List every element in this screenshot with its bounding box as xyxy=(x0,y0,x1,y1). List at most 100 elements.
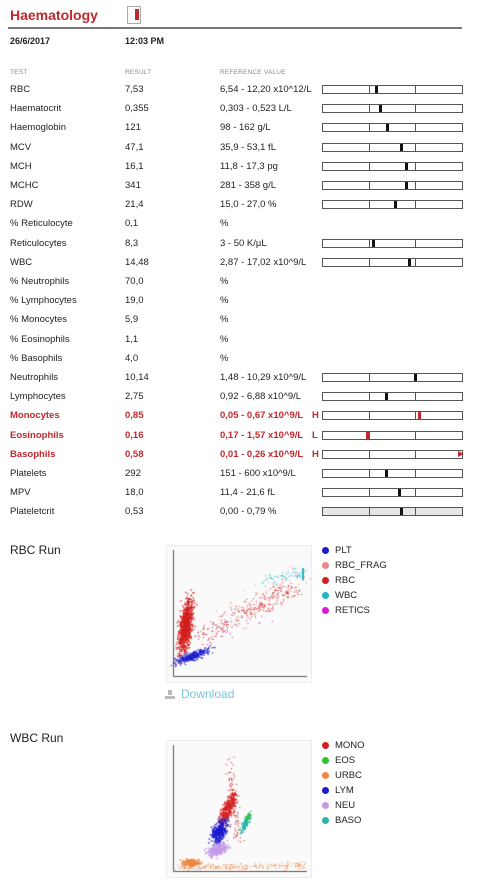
range-bar xyxy=(322,488,463,498)
range-bar-divider xyxy=(414,239,416,247)
report-date: 26/6/2017 xyxy=(10,36,51,46)
table-row: % Neutrophils 70,0% xyxy=(0,272,477,291)
wbc-run-scatterplot xyxy=(166,740,312,878)
test-name: % Eosinophils xyxy=(10,333,70,345)
range-bar-marker xyxy=(378,105,382,113)
table-row: % Lymphocytes 19,0% xyxy=(0,291,477,310)
range-bar-marker xyxy=(366,431,370,439)
legend-item: PLT xyxy=(322,545,387,560)
test-result: 70,0 xyxy=(125,276,144,287)
test-name: Neutrophils xyxy=(10,372,59,383)
legend-item: RBC_FRAG xyxy=(322,560,387,575)
range-bar-marker xyxy=(384,470,388,477)
range-bar-divider xyxy=(368,105,370,113)
test-result: 0,53 xyxy=(125,506,144,518)
flag-indicator: H xyxy=(312,448,319,460)
reference-value: 3 - 50 K/µL xyxy=(220,237,267,249)
range-bar-divider xyxy=(414,86,416,93)
legend-item: RBC xyxy=(322,575,387,590)
reference-value: 0,92 - 6,88 x10^9/L xyxy=(220,391,302,403)
range-bar xyxy=(322,449,464,459)
range-bar-marker xyxy=(374,86,378,93)
test-result: 1,1 xyxy=(125,333,139,345)
table-row: Basophils 0,58 0,01 - 0,26 x10^9/L H xyxy=(0,445,477,464)
range-bar-divider xyxy=(368,258,370,266)
range-bar-divider xyxy=(414,393,416,401)
flag-indicator: H xyxy=(312,410,319,422)
range-bar xyxy=(322,104,463,114)
test-name: % Neutrophils xyxy=(10,276,70,287)
rbc-run-legend: PLT RBC_FRAG RBC WBC RETICS xyxy=(322,545,387,620)
reference-value: 11,8 - 17,3 pg xyxy=(220,160,278,172)
test-result: 0,16 xyxy=(125,429,144,441)
table-row: Neutrophils 10,14 1,48 - 10,29 x10^9/L xyxy=(0,368,477,387)
test-result: 21,4 xyxy=(125,199,144,211)
range-bar-divider xyxy=(414,105,416,113)
reference-value: 11,4 - 21,6 fL xyxy=(220,487,276,499)
legend-label: WBC xyxy=(335,590,358,601)
range-bar-marker xyxy=(413,374,417,381)
reference-value: % xyxy=(220,314,229,326)
test-name: MPV xyxy=(10,487,31,499)
column-header-result: RESULT xyxy=(125,69,152,76)
table-row: Monocytes 0,85 0,05 - 0,67 x10^9/L H xyxy=(0,406,477,425)
test-result: 0,355 xyxy=(125,103,149,115)
legend-item: MONO xyxy=(322,740,365,755)
legend-dot-icon xyxy=(322,546,329,554)
reference-value: 15,0 - 27,0 % xyxy=(220,199,277,211)
range-bar xyxy=(322,507,463,517)
range-bar-divider xyxy=(414,162,416,170)
table-row: % Eosinophils 1,1% xyxy=(0,330,477,349)
range-bar xyxy=(322,430,463,440)
range-bar-divider xyxy=(414,201,416,209)
print-icon[interactable] xyxy=(127,6,141,24)
range-bar xyxy=(322,123,463,133)
range-bar-marker xyxy=(399,143,403,151)
reference-value: % xyxy=(220,276,229,287)
test-name: Basophils xyxy=(10,448,56,460)
range-bar xyxy=(322,200,463,210)
range-bar xyxy=(322,161,463,171)
test-name: % Lymphocytes xyxy=(10,295,77,307)
test-result: 5,9 xyxy=(125,314,139,326)
range-bar-marker xyxy=(384,393,388,401)
table-row: RDW 21,4 15,0 - 27,0 % xyxy=(0,195,477,214)
test-name: Eosinophils xyxy=(10,429,64,441)
test-result: 2,75 xyxy=(125,391,144,403)
legend-label: URBC xyxy=(335,770,362,781)
range-bar-marker xyxy=(405,162,409,170)
test-result: 18,0 xyxy=(125,487,144,499)
legend-label: LYM xyxy=(335,785,354,796)
range-bar-marker xyxy=(417,412,421,420)
range-bar-marker xyxy=(408,258,412,266)
reference-value: 2,87 - 17,02 x10^9/L xyxy=(220,256,307,268)
table-row: % Reticulocyte 0,1% xyxy=(0,214,477,233)
legend-item: LYM xyxy=(322,785,365,800)
legend-dot-icon xyxy=(322,786,329,794)
reference-value: 35,9 - 53,1 fL xyxy=(220,141,276,153)
table-row: MCH 16,1 11,8 - 17,3 pg xyxy=(0,157,477,176)
range-bar-marker xyxy=(405,182,409,189)
table-row: RBC 7,53 6,54 - 12,20 x10^12/L xyxy=(0,80,477,99)
range-bar-marker xyxy=(394,201,398,209)
table-row: MCHC 341 281 - 358 g/L xyxy=(0,176,477,195)
test-result: 8,3 xyxy=(125,237,139,249)
legend-dot-icon xyxy=(322,741,329,749)
test-name: Plateletcrit xyxy=(10,506,55,518)
legend-label: RBC xyxy=(335,575,356,586)
download-link[interactable]: Download xyxy=(165,687,234,701)
report-time: 12:03 PM xyxy=(125,36,165,46)
reference-value: 0,17 - 1,57 x10^9/L xyxy=(220,429,304,441)
page-title: Haematology xyxy=(10,7,98,23)
range-bar xyxy=(322,142,463,152)
download-label: Download xyxy=(181,687,235,701)
range-bar-divider xyxy=(368,143,370,151)
test-result: 16,1 xyxy=(125,160,144,172)
legend-label: BASO xyxy=(335,815,362,826)
test-name: MCHC xyxy=(10,180,39,191)
range-bar-divider xyxy=(414,182,416,189)
test-result: 4,0 xyxy=(125,352,139,364)
legend-item: URBC xyxy=(322,770,365,785)
range-bar-divider xyxy=(414,470,416,477)
header: Haematology xyxy=(0,0,477,30)
